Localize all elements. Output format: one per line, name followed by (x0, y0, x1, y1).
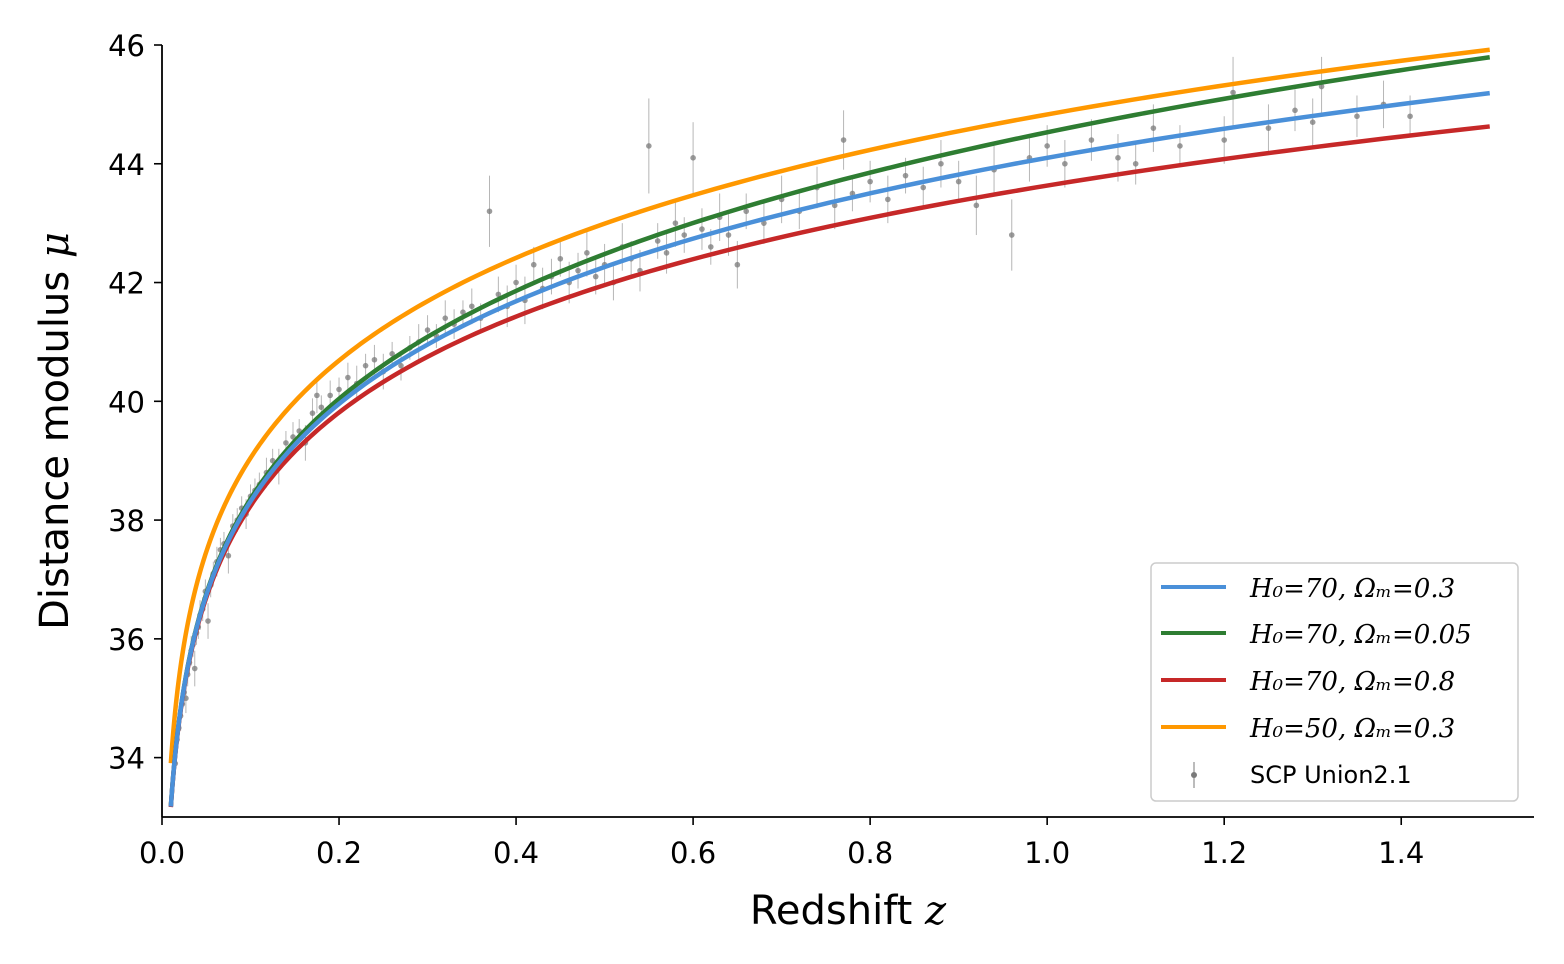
y-ticks: 34 36 38 40 42 44 46 (108, 29, 162, 776)
legend: H₀=70, Ωₘ=0.3 H₀=70, Ωₘ=0.05 H₀=70, Ωₘ=0… (1150, 562, 1519, 802)
y-tick-label: 42 (108, 267, 145, 301)
data-point (309, 410, 316, 416)
data-point (530, 261, 537, 268)
data-point (398, 362, 404, 369)
data-point (690, 155, 696, 161)
data-point (1318, 83, 1325, 90)
data-point (513, 279, 519, 286)
x-tick-label: 0.0 (139, 836, 185, 870)
y-tick-label: 44 (108, 148, 145, 182)
data-point (1177, 143, 1183, 149)
data-point (389, 351, 395, 357)
data-point (362, 362, 369, 369)
data-point (654, 238, 661, 244)
data-point (336, 386, 342, 393)
data-point (1062, 160, 1068, 167)
data-point (699, 226, 705, 232)
data-point (672, 220, 679, 226)
x-tick-label: 0.6 (670, 836, 716, 870)
data-point (1230, 89, 1236, 96)
data-point (424, 327, 431, 333)
x-tick-label: 1.4 (1378, 836, 1424, 870)
data-point (1115, 155, 1121, 161)
data-point (1265, 125, 1272, 131)
legend-swatch-scatter-marker (1191, 772, 1197, 778)
x-tick-label: 0.8 (847, 836, 893, 870)
legend-label-orange: H₀=50, Ωₘ=0.3 (1249, 714, 1455, 744)
y-axis-title-text: Distance modulus (32, 271, 78, 630)
data-point (442, 315, 449, 321)
data-point (1407, 113, 1413, 120)
data-point (575, 267, 581, 274)
y-tick-label: 36 (108, 623, 145, 657)
lines-layer (168, 47, 1491, 808)
data-point (920, 184, 927, 191)
data-point (557, 255, 564, 262)
data-point (761, 220, 767, 226)
y-axis-variable: μ (32, 232, 78, 258)
x-tick-label: 0.2 (316, 836, 362, 870)
data-point (1150, 125, 1157, 131)
y-tick-label: 40 (108, 385, 145, 419)
data-point (584, 250, 590, 256)
legend-label-green: H₀=70, Ωₘ=0.05 (1249, 620, 1472, 650)
data-point (1044, 143, 1050, 149)
legend-label-scatter: SCP Union2.1 (1250, 761, 1412, 789)
data-point (495, 291, 502, 298)
data-point (345, 374, 351, 381)
data-point (225, 552, 232, 559)
data-point (840, 137, 847, 143)
data-point (469, 303, 475, 310)
data-point (283, 440, 289, 446)
data-point (743, 208, 750, 215)
x-axis-variable: z (924, 888, 947, 934)
data-point (205, 618, 211, 624)
data-point (1292, 107, 1298, 114)
data-point (486, 208, 493, 215)
data-point (725, 232, 732, 238)
data-point (955, 178, 962, 185)
data-point (460, 309, 466, 316)
data-point (1088, 137, 1095, 143)
data-point (314, 392, 320, 399)
x-axis-title: Redshift z (750, 888, 947, 934)
data-point (902, 172, 909, 179)
y-tick-label: 38 (108, 504, 145, 538)
data-point (1221, 137, 1227, 143)
x-tick-label: 1.2 (1201, 836, 1247, 870)
data-point (1008, 232, 1015, 238)
data-point (867, 178, 873, 185)
data-point (885, 196, 891, 203)
data-point (646, 143, 652, 149)
x-axis-title-text: Redshift (750, 888, 912, 934)
data-point (938, 160, 944, 167)
data-point (592, 273, 599, 280)
model-curve-blue (168, 90, 1491, 807)
legend-frame (1150, 562, 1519, 802)
data-point (191, 665, 198, 672)
data-point (327, 392, 333, 399)
data-point (1309, 119, 1316, 125)
data-point (1354, 113, 1360, 120)
legend-label-blue: H₀=70, Ωₘ=0.3 (1249, 574, 1455, 604)
y-tick-label: 46 (108, 29, 145, 63)
data-point (1132, 160, 1139, 167)
x-tick-label: 0.4 (493, 836, 539, 870)
legend-label-red: H₀=70, Ωₘ=0.8 (1249, 667, 1455, 697)
data-point (663, 250, 670, 256)
axes-layer: 0.0 0.2 0.4 0.6 0.8 1.0 1.2 1.4 34 36 38 40 42 44 46 (108, 29, 1534, 870)
data-point (371, 356, 378, 363)
data-point (973, 202, 980, 209)
y-tick-label: 34 (108, 742, 145, 776)
data-point (681, 232, 688, 238)
data-point (708, 244, 714, 250)
x-ticks: 0.0 0.2 0.4 0.6 0.8 1.0 1.2 1.4 (139, 817, 1424, 870)
y-axis-title: Distance modulus μ (32, 232, 78, 630)
x-tick-label: 1.0 (1024, 836, 1070, 870)
data-point (734, 261, 741, 268)
model-curve-orange (168, 47, 1491, 764)
data-point (318, 404, 325, 411)
